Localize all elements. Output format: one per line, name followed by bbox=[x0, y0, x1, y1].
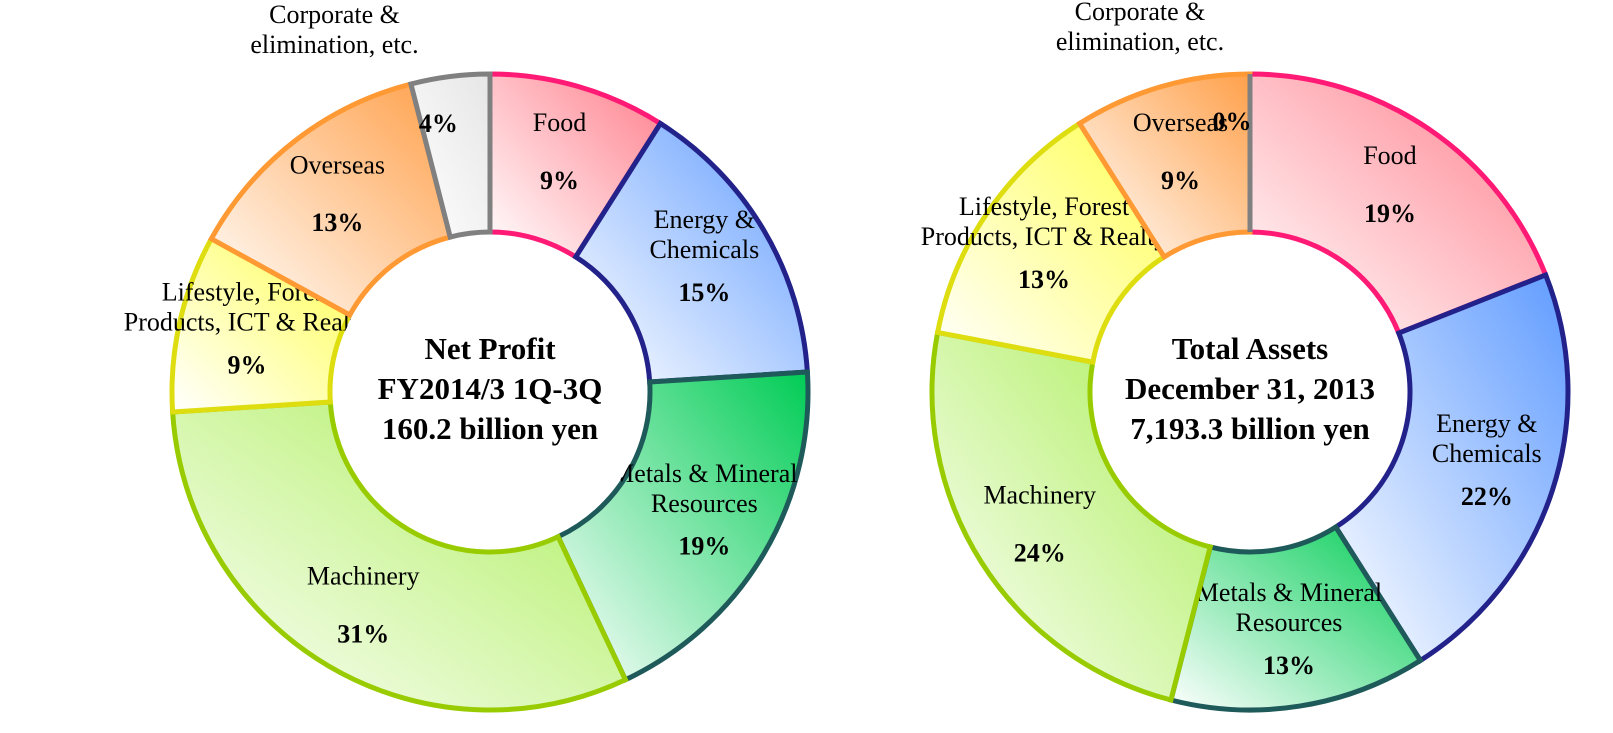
value-label: 9% bbox=[1161, 166, 1200, 195]
center-title: FY2014/3 1Q-3Q bbox=[378, 371, 603, 406]
donut-slice bbox=[1247, 71, 1549, 337]
value-label: 0% bbox=[1213, 107, 1252, 136]
center-title: Total Assets bbox=[1172, 331, 1328, 366]
center-title: 160.2 billion yen bbox=[382, 411, 598, 446]
slice-label: Corporate & elimination, etc. bbox=[1056, 0, 1224, 56]
donut-slice bbox=[554, 369, 811, 684]
slice-label: Machinery bbox=[983, 480, 1096, 509]
center-title: Net Profit bbox=[424, 331, 556, 366]
slice-label: Overseas bbox=[290, 150, 385, 179]
donut-slice bbox=[929, 329, 1214, 704]
slice-label: Metals & Mineral Resources bbox=[1196, 578, 1382, 637]
slice-label: Metals & Mineral Resources bbox=[611, 459, 797, 518]
donut-slice bbox=[207, 80, 454, 319]
center-title: December 31, 2013 bbox=[1125, 371, 1375, 406]
value-label: 13% bbox=[1263, 651, 1315, 680]
slice-label: Lifestyle, Forest Products, ICT & Realty bbox=[124, 278, 371, 337]
value-label: 13% bbox=[311, 208, 363, 237]
slice-label: Food bbox=[1363, 141, 1416, 170]
value-label: 13% bbox=[1018, 265, 1070, 294]
donut-slice bbox=[1167, 523, 1424, 713]
slice-label: Machinery bbox=[307, 561, 420, 590]
donut-hole bbox=[1093, 235, 1407, 549]
donut-slice bbox=[934, 120, 1168, 365]
slice-label: Lifestyle, Forest Products, ICT & Realty bbox=[921, 192, 1168, 251]
donut-hole bbox=[333, 235, 647, 549]
donut-slice bbox=[1332, 271, 1571, 664]
value-label: 15% bbox=[678, 278, 730, 307]
value-label: 19% bbox=[678, 532, 730, 561]
donut-slice bbox=[169, 399, 629, 713]
slice-label: Energy & Chemicals bbox=[649, 205, 759, 264]
value-label: 22% bbox=[1461, 482, 1513, 511]
value-label: 24% bbox=[1014, 538, 1066, 567]
value-label: 31% bbox=[337, 619, 389, 648]
donut-slice bbox=[407, 71, 493, 241]
slice-label: Overseas bbox=[1133, 108, 1228, 137]
value-label: 19% bbox=[1364, 199, 1416, 228]
value-label: 9% bbox=[227, 351, 266, 380]
value-label: 4% bbox=[419, 109, 458, 138]
slice-label: Food bbox=[533, 108, 586, 137]
value-label: 9% bbox=[540, 166, 579, 195]
center-title: 7,193.3 billion yen bbox=[1130, 411, 1369, 446]
slice-label: Corporate & elimination, etc. bbox=[250, 0, 418, 59]
slice-label: Energy & Chemicals bbox=[1432, 409, 1542, 468]
donut-slice bbox=[572, 120, 811, 385]
